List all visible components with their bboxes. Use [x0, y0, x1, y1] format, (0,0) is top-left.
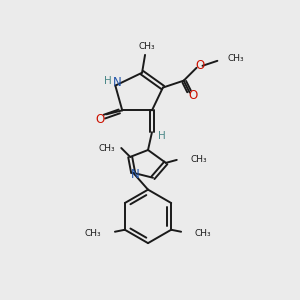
Text: O: O [188, 89, 197, 102]
Text: CH₃: CH₃ [139, 43, 155, 52]
Text: CH₃: CH₃ [99, 143, 115, 152]
Text: CH₃: CH₃ [190, 155, 207, 164]
Text: N: N [113, 76, 122, 89]
Text: CH₃: CH₃ [227, 54, 244, 63]
Text: N: N [131, 168, 140, 181]
Text: CH₃: CH₃ [84, 229, 101, 238]
Text: H: H [158, 131, 166, 141]
Text: H: H [103, 76, 111, 85]
Text: CH₃: CH₃ [195, 229, 211, 238]
Text: O: O [96, 113, 105, 126]
Text: O: O [195, 59, 204, 72]
